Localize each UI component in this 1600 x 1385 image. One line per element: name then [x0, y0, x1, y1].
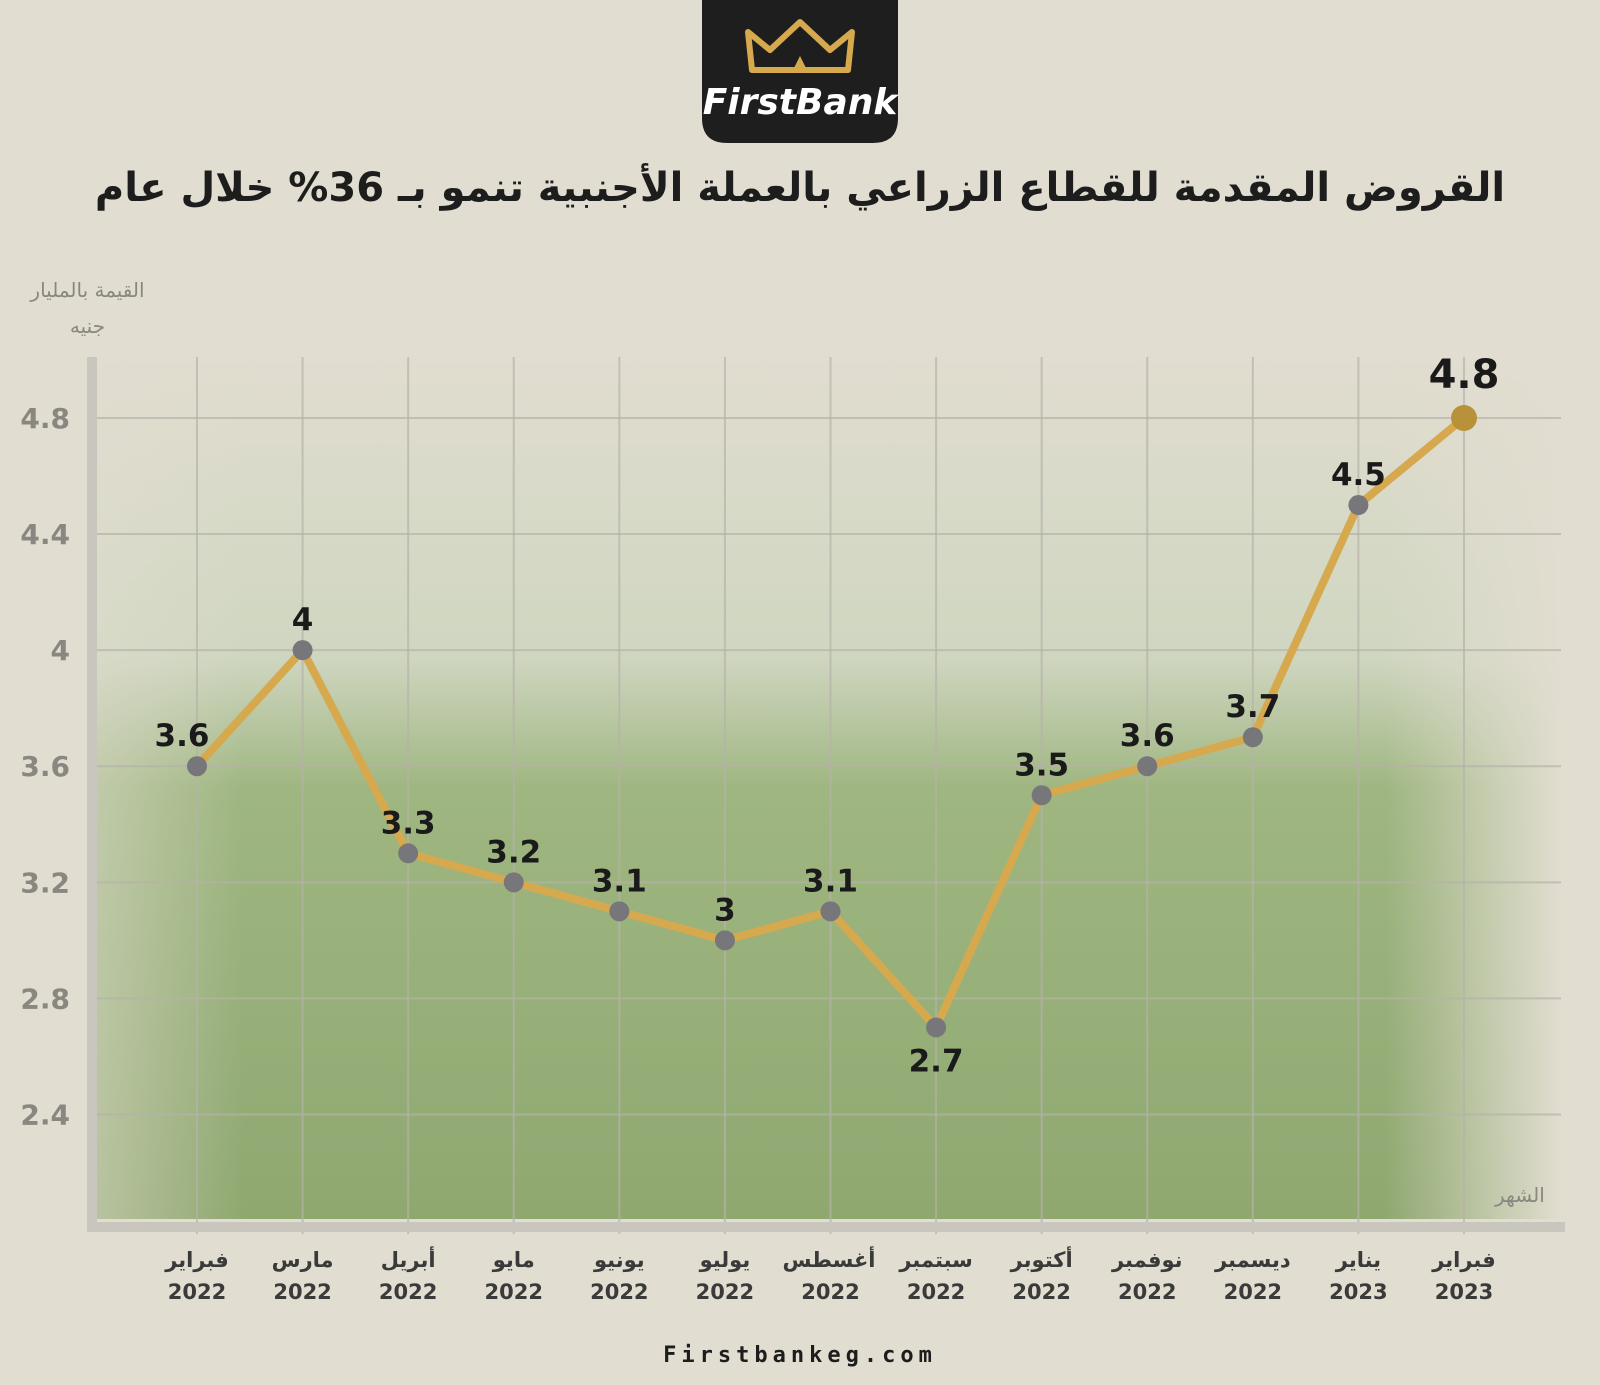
x-tick-label: يوليو 2022 [695, 1248, 755, 1304]
x-tick-label: مارس 2022 [271, 1248, 334, 1304]
data-point [1242, 727, 1263, 748]
x-tick-label: أكتوبر 2022 [1010, 1248, 1073, 1304]
data-point [1348, 495, 1369, 516]
x-tick-label: نوفمبر 2022 [1111, 1248, 1183, 1304]
y-tick-label: 4.4 [20, 518, 70, 551]
data-point [292, 640, 313, 661]
brand: FirstBank [702, 82, 898, 123]
data-label: 3 [714, 892, 736, 928]
data-label: 4.8 [1429, 352, 1500, 398]
data-point [926, 1017, 947, 1038]
data-label: 4 [292, 602, 314, 638]
data-label: 3.3 [381, 805, 436, 841]
y-tick-label: 2.8 [20, 982, 70, 1015]
y-axis-label: القيمة بالمليار جنيه [30, 278, 145, 338]
data-point [1451, 404, 1477, 431]
y-tick-label: 3.2 [20, 866, 70, 899]
x-tick-label: أبريل 2022 [378, 1248, 438, 1304]
logo-crown [745, 19, 855, 73]
data-label: 3.7 [1225, 689, 1280, 725]
data-point [187, 756, 207, 777]
x-tick-label: أغسطس 2022 [782, 1248, 876, 1304]
chart-title: القروض المقدمة للقطاع الزراعي بالعملة ال… [94, 165, 1506, 211]
y-tick-label: 4.8 [20, 402, 70, 435]
x-axis-label: الشهر [1495, 1183, 1545, 1207]
y-tick-label: 2.4 [20, 1099, 70, 1132]
x-tick-label: فبراير 2023 [1432, 1248, 1496, 1304]
data-label: 3.6 [155, 718, 210, 754]
logo-arrow [792, 56, 808, 72]
data-point [714, 930, 735, 951]
x-tick-label: يناير 2023 [1329, 1248, 1388, 1304]
data-point [820, 901, 841, 922]
y-tick-label: 3.6 [20, 750, 70, 783]
x-tick-label: فبراير 2022 [165, 1248, 229, 1304]
data-label: 3.1 [803, 863, 858, 899]
data-point [1031, 785, 1052, 806]
data-label: 3.6 [1120, 718, 1175, 754]
footer: Firstbankeg.com [663, 1343, 937, 1368]
data-point [1137, 756, 1158, 777]
data-label: 3.2 [486, 834, 541, 870]
y-tick-label: 4 [51, 634, 70, 667]
data-point [503, 872, 524, 893]
x-tick-label: يونيو 2022 [590, 1248, 649, 1304]
x-tick-label: سبتمبر 2022 [899, 1248, 973, 1304]
data-point [609, 901, 630, 922]
data-label: 3.1 [592, 863, 647, 899]
data-label: 3.5 [1014, 747, 1069, 783]
x-tick-label: ديسمبر 2022 [1214, 1248, 1291, 1304]
data-point [398, 843, 419, 864]
data-label: 2.7 [909, 1043, 964, 1079]
x-tick-label: مايو 2022 [484, 1248, 543, 1304]
background-fade [97, 357, 1561, 1219]
data-label: 4.5 [1331, 457, 1386, 493]
